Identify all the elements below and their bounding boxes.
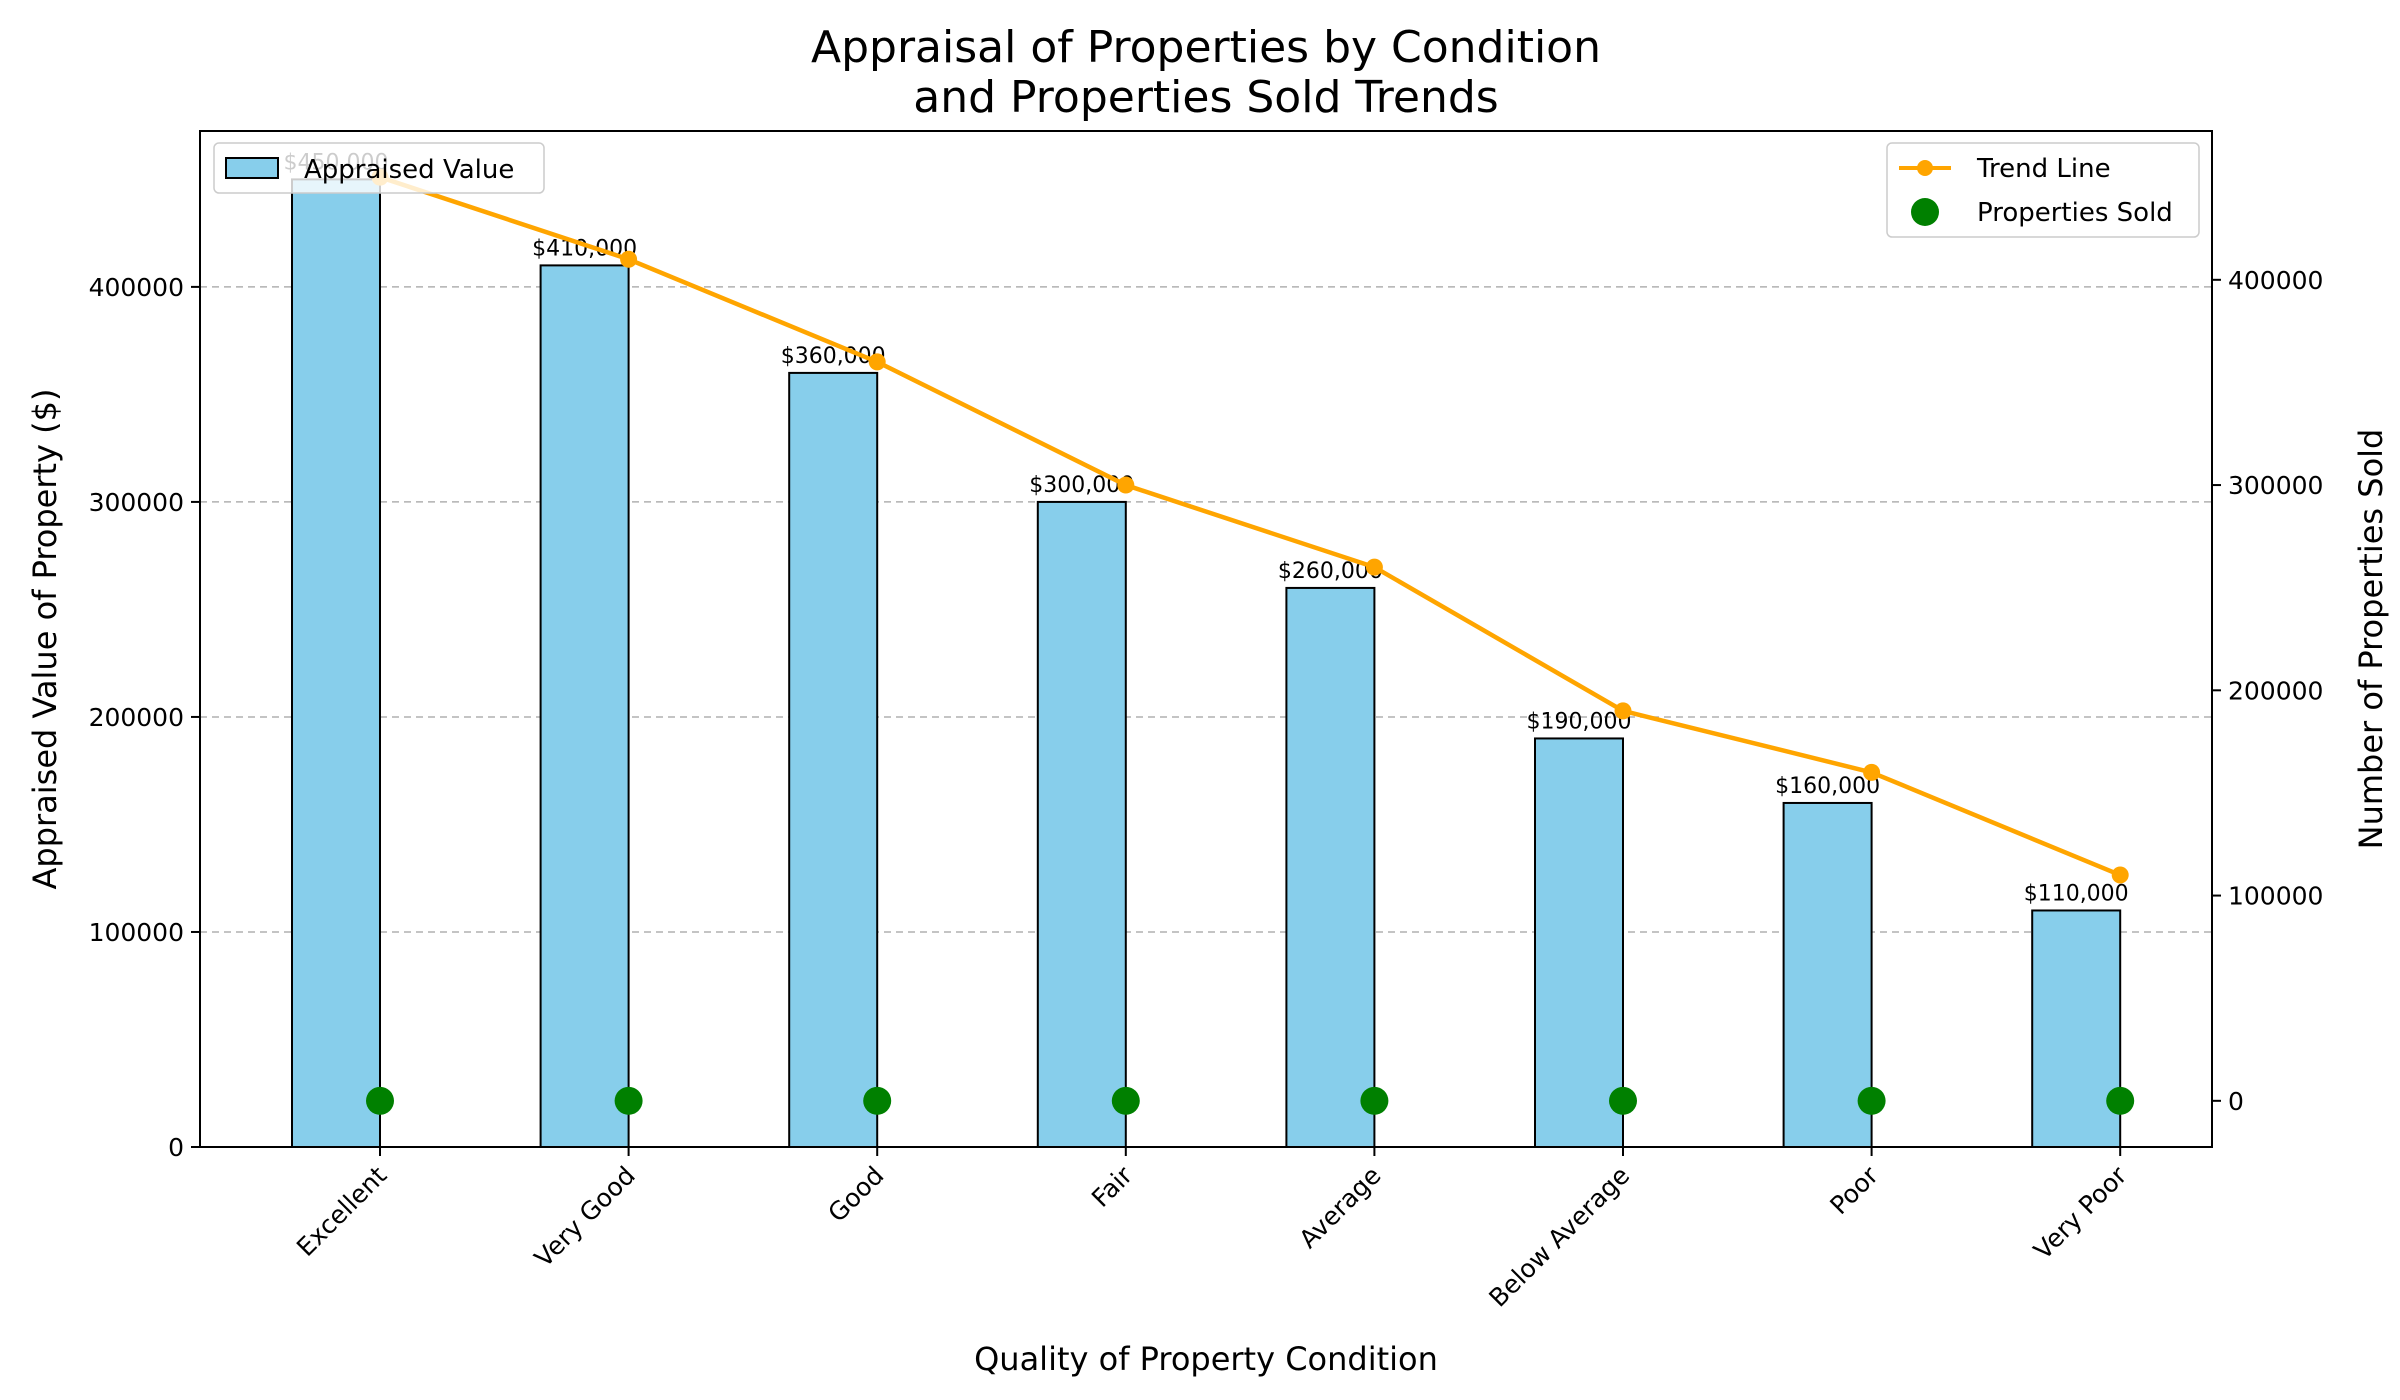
plot-frame bbox=[199, 130, 2213, 1148]
x-tick-label: Fair bbox=[1086, 1160, 1139, 1213]
y-tick-label: 300000 bbox=[89, 488, 184, 517]
x-tick-label: Very Good bbox=[529, 1161, 641, 1273]
x-tick-label: Excellent bbox=[291, 1161, 392, 1262]
sold-point bbox=[1111, 1086, 1140, 1115]
y2-tick-label: 0 bbox=[2228, 1087, 2244, 1116]
bar-value-label: $300,000 bbox=[1029, 473, 1134, 498]
sold-point bbox=[1857, 1086, 1886, 1115]
bar bbox=[1782, 801, 1873, 1148]
trend-layer bbox=[371, 168, 2129, 884]
sold-point bbox=[366, 1086, 394, 1115]
bar bbox=[788, 371, 879, 1148]
bar bbox=[539, 264, 630, 1148]
trend-point bbox=[2111, 866, 2129, 884]
x-tick-label: Good bbox=[822, 1161, 889, 1228]
y2-tick-label: 100000 bbox=[2228, 882, 2323, 911]
sold-point bbox=[1609, 1086, 1637, 1115]
legend-right-box bbox=[1886, 142, 2200, 238]
bar bbox=[1285, 586, 1376, 1148]
y2-tick-label: 200000 bbox=[2228, 676, 2323, 705]
bar-value-label: $160,000 bbox=[1775, 774, 1880, 799]
trend-point bbox=[1863, 763, 1881, 781]
legend-left: Appraised Value bbox=[213, 142, 545, 194]
trend-point bbox=[1117, 476, 1135, 494]
x-axis-label: Quality of Property Condition bbox=[974, 1340, 1438, 1378]
sold-point bbox=[614, 1086, 643, 1115]
sold-point bbox=[2106, 1086, 2135, 1115]
trend-point bbox=[620, 250, 638, 268]
bar-value-label: $110,000 bbox=[2024, 881, 2129, 906]
sold-point bbox=[1360, 1086, 1389, 1115]
trend-point bbox=[1365, 558, 1383, 576]
bar bbox=[291, 178, 381, 1148]
chart-title-line-1: Appraisal of Properties by Condition bbox=[811, 22, 1601, 73]
legend-sold-label: Properties Sold bbox=[1977, 198, 2173, 228]
bar bbox=[1036, 500, 1127, 1148]
x-tick-label: Average bbox=[1294, 1161, 1387, 1254]
y-tick-label: 400000 bbox=[89, 273, 184, 302]
legend-bar-label: Appraised Value bbox=[304, 155, 514, 185]
legend-left-box bbox=[213, 142, 545, 194]
legend-right: Trend Line Properties Sold bbox=[1886, 142, 2200, 238]
y-tick-label: 200000 bbox=[89, 703, 184, 732]
bar-labels-layer: $450,000$410,000$360,000$300,000$260,000… bbox=[284, 150, 2129, 906]
y-tick-label: 0 bbox=[168, 1133, 184, 1162]
y-axis-label: Appraised Value of Property ($) bbox=[26, 389, 64, 890]
legend-trend-swatch-marker bbox=[1917, 160, 1933, 176]
bar bbox=[2031, 909, 2122, 1148]
bars-layer bbox=[291, 178, 2122, 1148]
legend-sold-swatch bbox=[1911, 198, 1939, 226]
sold-point bbox=[863, 1086, 892, 1115]
x-tick-label: Below Average bbox=[1483, 1161, 1635, 1313]
y2-tick-label: 300000 bbox=[2228, 471, 2323, 500]
grid-layer bbox=[200, 286, 2212, 933]
axes-layer: 0 100000 200000 300000 400000 0 100000 200000 30… bbox=[89, 266, 2324, 1313]
bar-value-label: $190,000 bbox=[1527, 709, 1632, 734]
trend-point bbox=[1614, 702, 1632, 720]
legend-trend-label: Trend Line bbox=[1976, 154, 2111, 184]
x-tick-label: Very Poor bbox=[2028, 1160, 2133, 1265]
trend-point bbox=[868, 353, 886, 371]
y-tick-label: 100000 bbox=[89, 918, 184, 947]
chart-title-line-2: and Properties Sold Trends bbox=[913, 72, 1498, 123]
x-tick-label: Poor bbox=[1824, 1160, 1884, 1220]
trend-line bbox=[379, 175, 2122, 878]
y2-axis-label: Number of Properties Sold bbox=[2352, 429, 2390, 850]
bar bbox=[1534, 737, 1624, 1148]
y2-tick-label: 400000 bbox=[2228, 266, 2323, 295]
sold-layer bbox=[366, 1086, 2135, 1115]
legend-bar-swatch bbox=[225, 157, 279, 179]
